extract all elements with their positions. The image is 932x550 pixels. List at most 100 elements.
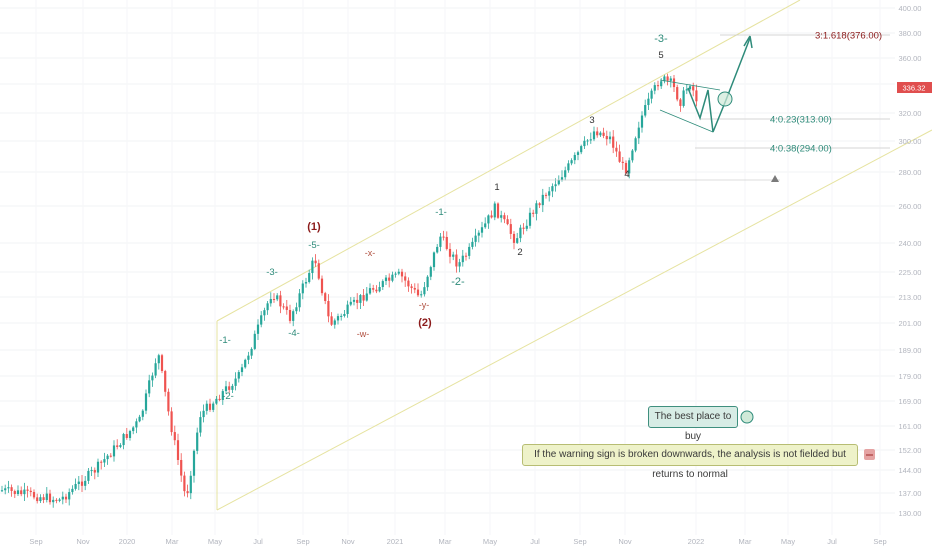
x-tick-label: Jul [253, 537, 263, 546]
candle [295, 302, 298, 315]
candle [183, 471, 186, 497]
candle [132, 426, 135, 435]
candle [141, 409, 144, 421]
candle [375, 285, 378, 294]
candle [20, 486, 23, 497]
y-tick-label: 320.00 [899, 109, 922, 118]
y-tick-label: 225.00 [899, 268, 922, 277]
candle [215, 395, 218, 405]
candle [16, 485, 20, 496]
candle [458, 258, 461, 273]
candle [423, 282, 426, 297]
candle [205, 400, 208, 415]
candle [308, 269, 311, 284]
candle [640, 111, 644, 133]
candle [173, 425, 176, 446]
wave-label: (2) [418, 317, 432, 329]
candle [679, 97, 682, 112]
x-tick-label: Sep [573, 537, 586, 546]
candle [628, 157, 631, 179]
candle [480, 221, 484, 238]
candle [372, 284, 375, 293]
candle [285, 299, 288, 315]
candle [663, 74, 666, 84]
candle [192, 449, 196, 483]
candle [164, 369, 167, 397]
candle [596, 127, 599, 138]
candle [388, 273, 391, 288]
y-tick-label: 161.00 [899, 422, 922, 431]
candle [311, 257, 314, 280]
warning-icon [771, 175, 779, 182]
candle [157, 353, 160, 370]
channel-upper [216, 0, 801, 322]
candle [228, 381, 231, 394]
candle [180, 453, 183, 482]
y-tick-label: 300.00 [899, 137, 922, 146]
wedge-lower [659, 109, 714, 133]
candle [471, 237, 474, 250]
candle [176, 433, 180, 466]
wave-label: 4 [624, 169, 629, 180]
best-place-text: The best place to buy [654, 411, 732, 442]
candle [429, 265, 432, 281]
candle [551, 183, 554, 198]
candle [567, 160, 570, 173]
wave-label: -1- [435, 207, 447, 218]
wave-label: -w- [357, 329, 370, 339]
candle [544, 192, 548, 199]
wave-label: 2 [517, 247, 522, 258]
y-tick-label: 201.00 [899, 319, 922, 328]
candle [525, 219, 528, 232]
wave-label: -2- [451, 276, 465, 288]
candle [314, 254, 317, 267]
candle [244, 358, 247, 369]
channel-lower [216, 129, 932, 511]
candle [378, 281, 381, 293]
candle [250, 347, 253, 360]
candle [356, 293, 359, 310]
x-tick-label: 2022 [688, 537, 705, 546]
candle [637, 121, 640, 145]
candle [234, 372, 237, 391]
candle [167, 388, 170, 416]
candle [45, 487, 48, 503]
candle [148, 374, 151, 398]
candle [7, 480, 10, 493]
wave-label: -4- [288, 328, 300, 339]
candle [301, 280, 304, 300]
wave-label: 5 [658, 50, 663, 61]
candle [10, 484, 13, 497]
x-tick-label: Nov [618, 537, 632, 546]
candle [61, 491, 64, 505]
candle [135, 418, 138, 434]
fib-label: 4:0.38(294.00) [770, 144, 832, 155]
candle [413, 283, 416, 294]
candle [224, 380, 228, 394]
candle [282, 303, 285, 310]
projection-line [687, 37, 751, 133]
candle [602, 127, 605, 139]
candle [557, 175, 560, 186]
candle [269, 292, 272, 307]
candle [631, 148, 634, 163]
x-tick-label: Mar [166, 537, 179, 546]
candle [298, 288, 301, 312]
candle [410, 283, 413, 294]
candle [154, 358, 157, 379]
candle [340, 313, 343, 321]
candle [58, 497, 61, 503]
candle [500, 210, 503, 223]
candle [516, 232, 519, 244]
candle [324, 291, 327, 305]
candle [320, 275, 324, 296]
candle [68, 488, 71, 506]
y-tick-label: 280.00 [899, 168, 922, 177]
candle [90, 466, 93, 477]
current-price-tag [897, 82, 932, 93]
buy-zone-marker [717, 91, 733, 107]
candle [448, 243, 452, 264]
candle [404, 272, 407, 287]
candle [532, 209, 535, 218]
